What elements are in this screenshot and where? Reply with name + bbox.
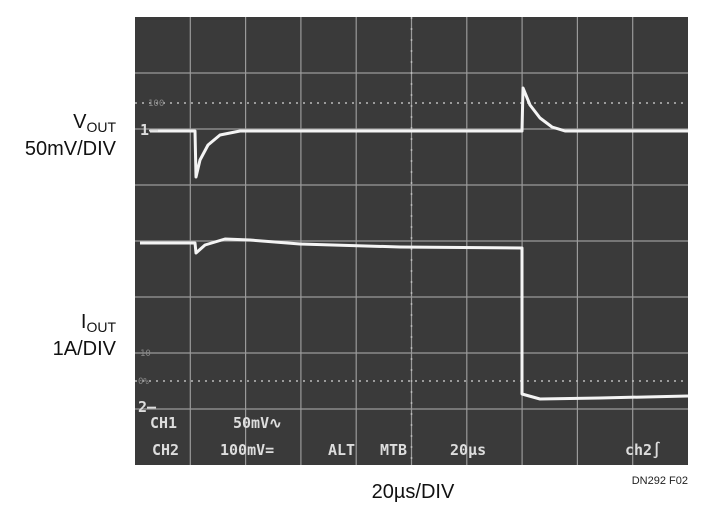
- vout-label: VOUT: [73, 111, 116, 135]
- timebase-label: 20µs/DIV: [372, 481, 455, 503]
- vout-scale: 50mV/DIV: [25, 138, 117, 160]
- ch2-marker: 2–: [138, 398, 157, 416]
- figure-id: DN292 F02: [632, 475, 688, 487]
- readout: ALT: [328, 441, 355, 459]
- label-main: V: [73, 111, 87, 133]
- readout: 50mV∿: [233, 414, 282, 432]
- graticule-label: 100: [148, 99, 164, 109]
- readout: MTB: [380, 441, 407, 459]
- graticule-dots: [135, 17, 688, 465]
- iout-label: IOUT: [81, 311, 117, 335]
- graticule-label: 0%: [138, 377, 149, 387]
- ch1-marker: 1–: [140, 121, 159, 139]
- vout-trace: [150, 86, 688, 179]
- label-sub: OUT: [86, 319, 116, 335]
- readout: 100mV=: [220, 441, 274, 459]
- readout: 20µs: [450, 441, 486, 459]
- readout: CH1: [150, 414, 177, 432]
- graticule-label: 10: [140, 349, 151, 359]
- label-main: I: [81, 311, 87, 333]
- readout: ch2∫: [625, 441, 661, 459]
- label-sub: OUT: [86, 119, 116, 135]
- iout-scale: 1A/DIV: [53, 338, 117, 360]
- iout-trace: [140, 237, 689, 401]
- readout: CH2: [152, 441, 179, 459]
